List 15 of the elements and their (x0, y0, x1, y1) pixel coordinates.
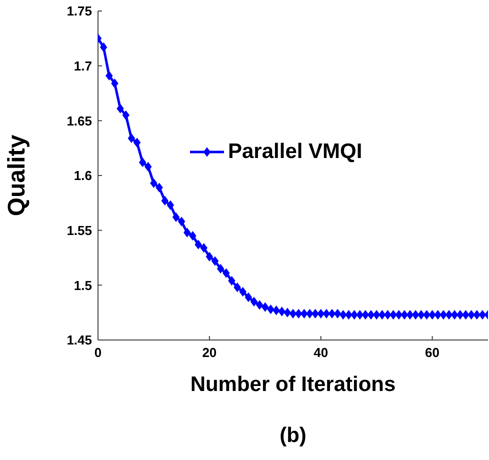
x-tick-label: 60 (425, 345, 440, 360)
legend-label: Parallel VMQI (228, 140, 362, 164)
x-tick-label: 40 (314, 345, 328, 360)
y-axis-title: Quality (4, 134, 31, 216)
x-tick-label: 0 (94, 345, 102, 360)
y-tick-label: 1.6 (74, 168, 92, 184)
y-tick-label: 1.75 (66, 4, 92, 19)
y-tick-label: 1.65 (66, 113, 92, 128)
y-tick-label: 1.55 (66, 222, 92, 238)
y-tick-label: 1.5 (74, 278, 92, 293)
y-tick-label: 1.7 (74, 58, 92, 74)
y-tick-label: 1.45 (66, 332, 92, 348)
text: (b) (278, 424, 308, 448)
x-axis-title: Number of Iterations (190, 372, 396, 396)
x-tick-label: 20 (202, 345, 217, 360)
